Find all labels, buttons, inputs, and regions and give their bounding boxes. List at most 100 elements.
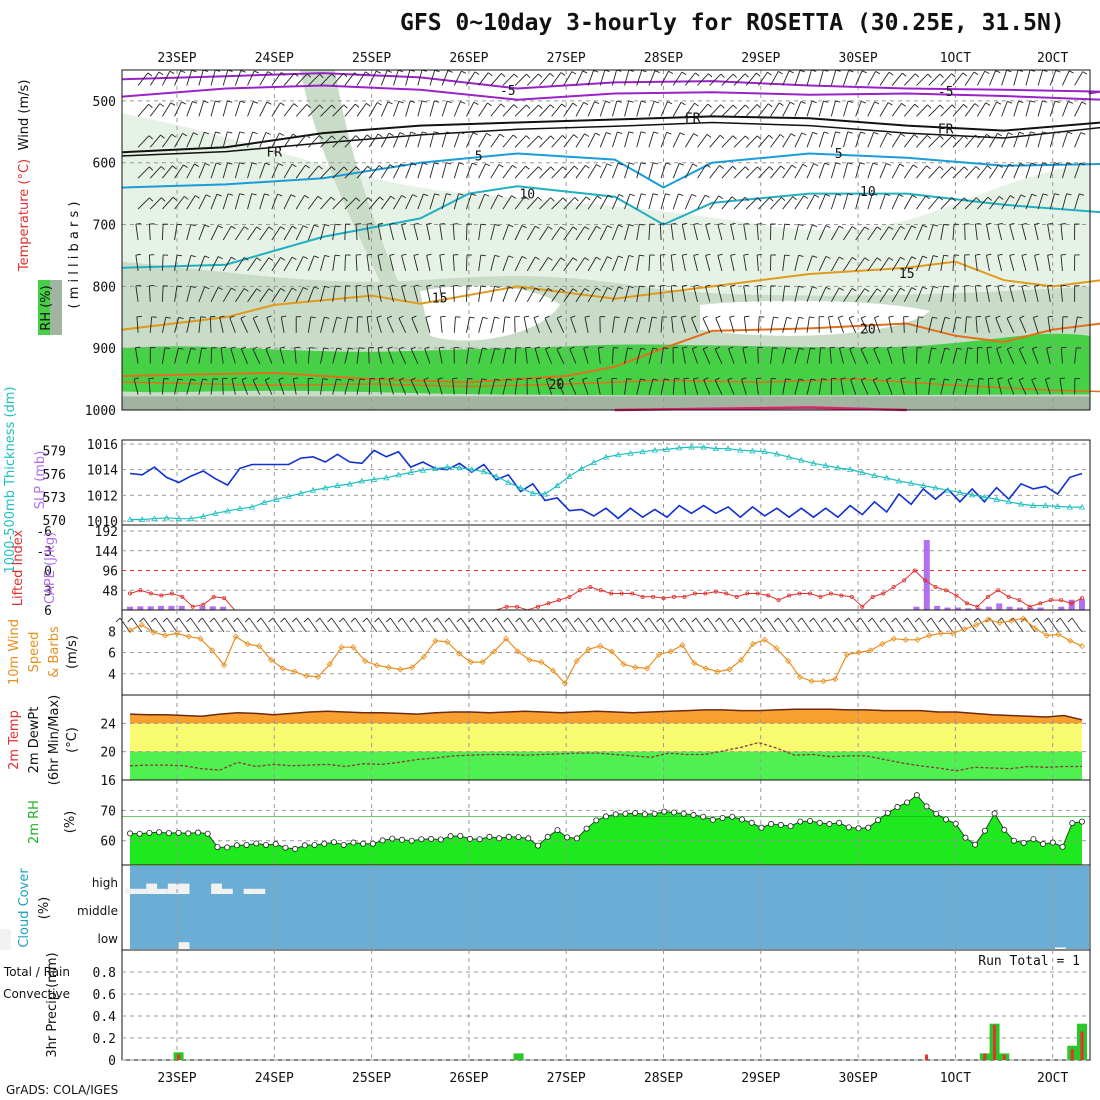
wind-barb-flag	[887, 346, 893, 349]
wind-barb-flag	[825, 225, 831, 228]
wind-barb-flag	[730, 253, 736, 256]
rh-marker	[408, 837, 415, 844]
wind-barb	[986, 347, 990, 364]
wind-barb	[611, 69, 618, 86]
slp-tick: 1016	[87, 438, 118, 453]
wind-barb	[670, 254, 674, 271]
wind-barb	[1001, 132, 1009, 148]
wind-barb	[137, 166, 150, 179]
wind-barb-flag	[679, 132, 685, 136]
wind-barb-flag	[769, 197, 774, 202]
wind-barb	[794, 224, 799, 241]
wind-barb	[440, 316, 443, 333]
precip-tick: 0.4	[93, 1010, 117, 1025]
wind-marker	[632, 664, 639, 671]
wind-barb-flag	[849, 346, 855, 350]
thickness-marker	[517, 484, 524, 491]
wind-marker	[1055, 631, 1062, 638]
wind-barb-flag	[786, 316, 792, 319]
wind-barb	[681, 255, 686, 271]
wind-barb	[730, 255, 735, 272]
thickness-marker	[383, 474, 390, 481]
thickness-marker	[151, 515, 158, 522]
wind-barb	[1006, 318, 1015, 333]
wind-barb-flag	[535, 256, 540, 260]
rh-legend-swatch	[38, 280, 50, 335]
wind-barb-flag	[172, 196, 178, 201]
wind-barb	[490, 164, 500, 179]
wind-barb-flag	[574, 197, 579, 202]
wind-barb	[860, 317, 869, 333]
lifted-marker	[1069, 601, 1074, 606]
wind-barb	[1034, 255, 1039, 272]
wind-barb-flag	[859, 162, 865, 165]
wind-barb	[355, 254, 358, 271]
wind-barb	[587, 164, 597, 179]
wind-barb-flag	[732, 165, 737, 170]
wind-barb	[660, 101, 668, 117]
wind-marker	[655, 651, 662, 658]
thickness-marker	[749, 447, 756, 454]
wind-barb	[320, 196, 332, 210]
thickness-marker	[346, 480, 353, 487]
wind-barb-flag	[318, 135, 324, 140]
wind-barb	[162, 165, 173, 179]
wind-barb-flag	[252, 377, 258, 381]
wind-barb-flag	[304, 195, 310, 199]
wind-barb	[222, 287, 232, 303]
precip-total-bar	[513, 1053, 524, 1060]
wind-barb	[568, 379, 577, 395]
wind-barb	[830, 69, 837, 86]
wind-barb-flag	[606, 132, 612, 135]
wind-barb-flag	[264, 193, 270, 196]
rh-marker	[991, 810, 998, 817]
wind-barb-flag	[963, 197, 969, 202]
wind-barb-flag	[927, 104, 932, 109]
thickness-marker	[590, 459, 597, 465]
wind-barb-flag	[177, 378, 183, 381]
cape-bar	[199, 606, 206, 610]
wind-barb	[575, 226, 586, 241]
wind-marker	[914, 636, 921, 643]
wind-barb	[830, 287, 840, 303]
wind-barb-flag	[480, 223, 486, 226]
wind-barb-flag	[768, 134, 773, 139]
thickness-axis-label: 1000-500mb Thickness (dm)	[3, 386, 18, 573]
wind-barb-flag	[836, 193, 842, 196]
wind-barb-flag	[291, 163, 297, 168]
wind-barb	[672, 132, 681, 148]
wind-barb	[849, 348, 857, 364]
wind-barb-flag	[239, 131, 245, 134]
wind-barb-flag	[956, 316, 962, 319]
wind-barb-flag	[423, 377, 429, 381]
wind-barb	[697, 134, 708, 148]
wind-barb	[259, 162, 266, 179]
wind-barb	[697, 164, 707, 179]
wind-barb	[295, 134, 307, 148]
lifted-tick: 3	[44, 584, 52, 599]
wind-barb	[818, 131, 825, 148]
wind-barb-flag	[336, 347, 342, 350]
wind-barb	[660, 347, 664, 364]
wind-barb	[439, 224, 443, 241]
wind-barb	[526, 135, 539, 148]
wind-barb	[410, 379, 419, 395]
wind-barb-flag	[813, 163, 819, 167]
wind-barb-flag	[731, 196, 737, 201]
lifted-marker	[1006, 594, 1011, 599]
wind-barb-flag	[390, 195, 396, 200]
lifted-marker	[964, 601, 969, 606]
wind-barb-flag	[997, 284, 1003, 287]
wind-marker	[832, 675, 839, 683]
wind-barb	[728, 348, 735, 364]
wind-barb	[730, 286, 735, 302]
wind-barb-flag	[181, 101, 187, 105]
wind-marker	[338, 644, 345, 651]
wind-barb	[636, 378, 641, 395]
wind-barb-flag	[911, 287, 917, 291]
surface-wind-barb-flag	[527, 617, 532, 623]
wind-barb-flag	[835, 162, 841, 165]
wind-barb	[756, 224, 759, 241]
wind-barb-flag	[305, 164, 310, 169]
wind-marker	[984, 616, 992, 623]
